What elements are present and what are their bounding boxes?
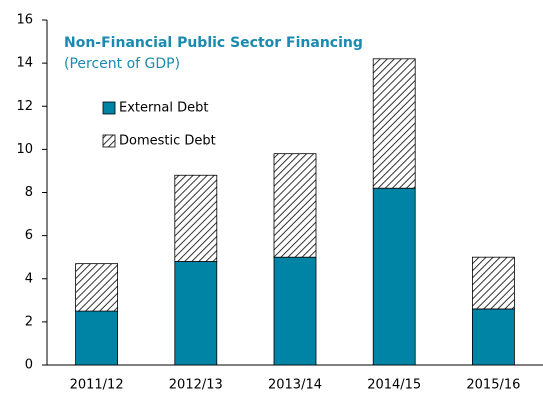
bar-segment xyxy=(471,308,515,366)
bar-segment xyxy=(273,256,317,366)
y-tick-label: 14 xyxy=(16,56,33,71)
legend-label: Domestic Debt xyxy=(119,134,216,149)
y-tick-label: 4 xyxy=(25,271,33,286)
x-tick-label: 2015/16 xyxy=(466,378,520,393)
x-tick-label: 2014/15 xyxy=(367,378,421,393)
legend-swatch xyxy=(102,134,116,148)
bar-segment xyxy=(273,153,317,258)
chart-subtitle: (Percent of GDP) xyxy=(64,56,180,72)
bar-segment xyxy=(372,58,416,189)
bar-segment xyxy=(75,263,118,312)
x-tick-label: 2012/13 xyxy=(169,378,223,393)
bar-segment xyxy=(471,256,515,310)
y-tick-label: 0 xyxy=(25,358,33,373)
bar-segment xyxy=(75,310,118,366)
bar-segment xyxy=(174,174,218,262)
legend-swatch xyxy=(102,101,116,115)
x-tick-label: 2013/14 xyxy=(268,378,322,393)
y-tick-label: 8 xyxy=(25,185,33,200)
y-tick-label: 12 xyxy=(16,99,33,114)
x-tick-label: 2011/12 xyxy=(70,378,124,393)
y-tick-label: 16 xyxy=(16,13,33,28)
y-tick-label: 6 xyxy=(25,228,33,243)
legend-label: External Debt xyxy=(119,101,208,116)
bar-segment xyxy=(372,187,416,366)
bar-segment xyxy=(174,261,218,366)
chart-title: Non-Financial Public Sector Financing xyxy=(64,35,363,51)
y-tick-label: 2 xyxy=(25,314,33,329)
y-tick-label: 10 xyxy=(16,142,33,157)
